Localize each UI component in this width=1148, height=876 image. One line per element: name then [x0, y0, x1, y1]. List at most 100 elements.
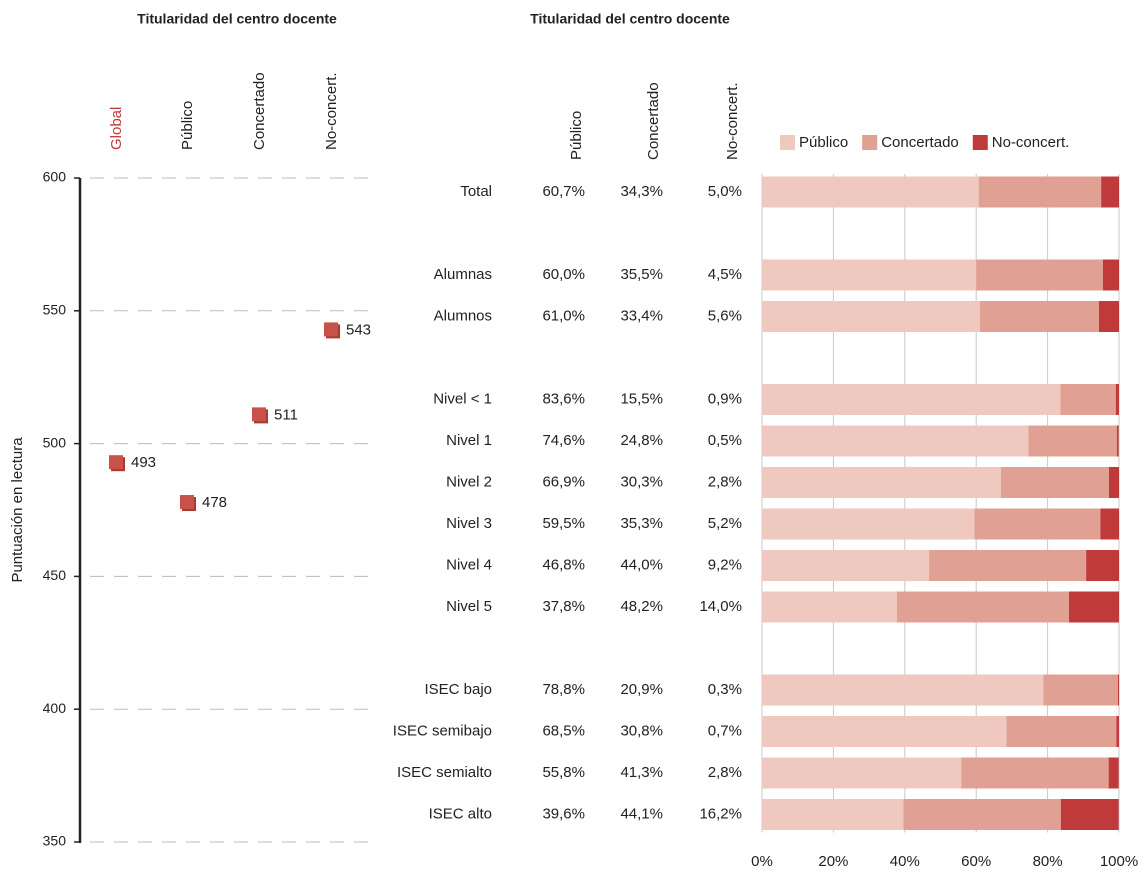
y-tick-label: 600	[43, 169, 67, 185]
value-label: 14,0%	[699, 598, 742, 615]
value-label: 5,0%	[708, 183, 742, 200]
value-label: 9,2%	[708, 556, 742, 573]
value-label: 0,5%	[708, 432, 742, 449]
legend-swatch	[972, 135, 988, 150]
bar-segment	[762, 176, 979, 208]
value-label: 35,3%	[620, 515, 663, 532]
value-label: 44,1%	[620, 805, 663, 822]
column-header: Público	[568, 111, 585, 160]
value-label: 30,8%	[620, 722, 663, 739]
legend-swatch	[780, 135, 795, 150]
bar-segment	[1069, 591, 1119, 623]
bar-segment	[1060, 384, 1116, 415]
value-label: 41,3%	[620, 764, 663, 781]
value-label: 33,4%	[620, 307, 663, 324]
legend-label: No-concert.	[992, 134, 1070, 151]
value-label: 55,8%	[542, 764, 585, 781]
data-label: 543	[346, 321, 371, 338]
x-category-label: No-concert.	[323, 72, 340, 150]
y-tick-label: 350	[43, 833, 67, 849]
x-tick-label: 0%	[751, 853, 773, 870]
bar-segment	[1116, 716, 1119, 747]
value-label: 5,6%	[708, 307, 742, 324]
bar-segment	[978, 176, 1102, 208]
category-label: ISEC semibajo	[393, 722, 492, 739]
value-label: 4,5%	[708, 266, 742, 283]
category-label: Alumnas	[434, 266, 492, 283]
x-category-label: Global	[108, 107, 125, 150]
category-label: Nivel 5	[446, 598, 492, 615]
bar-segment	[762, 674, 1044, 706]
y-tick-label: 400	[43, 700, 67, 716]
y-tick-label: 450	[43, 567, 67, 583]
legend-swatch	[862, 135, 878, 150]
bar-segment	[762, 591, 897, 623]
value-label: 68,5%	[542, 722, 585, 739]
marker	[252, 407, 266, 422]
value-label: 78,8%	[542, 681, 585, 698]
value-label: 39,6%	[542, 805, 585, 822]
bar-segment	[762, 301, 980, 332]
bar-segment	[1108, 757, 1119, 789]
bar-segment	[1117, 674, 1119, 706]
value-label: 46,8%	[542, 556, 585, 573]
value-label: 60,7%	[542, 183, 585, 200]
column-header: Concertado	[645, 82, 662, 160]
left-title: Titularidad del centro docente	[137, 11, 337, 27]
x-tick-label: 80%	[1033, 853, 1063, 870]
marker	[109, 455, 123, 470]
category-label: Total	[460, 183, 492, 200]
bar-segment	[974, 508, 1101, 540]
x-tick-label: 100%	[1100, 853, 1138, 870]
category-label: Nivel < 1	[433, 390, 492, 407]
bar-segment	[762, 467, 1001, 498]
bar-segment	[1116, 425, 1119, 457]
category-label: Alumnos	[434, 307, 492, 324]
y-axis-label: Puntuación en lectura	[9, 437, 26, 583]
value-label: 16,2%	[699, 805, 742, 822]
value-label: 0,9%	[708, 390, 742, 407]
category-label: Nivel 4	[446, 556, 492, 573]
bar-segment	[762, 550, 930, 581]
bar-segment	[762, 259, 977, 291]
bar-segment	[762, 384, 1061, 415]
bar-segment	[979, 301, 1100, 332]
bar-segment	[1101, 176, 1119, 208]
x-category-label: Concertado	[251, 72, 268, 150]
category-label: ISEC semialto	[397, 764, 492, 781]
bar-segment	[1100, 508, 1119, 540]
bar-segment	[896, 591, 1070, 623]
bar-segment	[961, 757, 1109, 789]
legend-label: Concertado	[881, 134, 959, 151]
category-label: Nivel 2	[446, 473, 492, 490]
value-label: 34,3%	[620, 183, 663, 200]
marker	[324, 322, 338, 337]
value-label: 20,9%	[620, 681, 663, 698]
value-label: 83,6%	[542, 390, 585, 407]
value-label: 61,0%	[542, 307, 585, 324]
value-label: 48,2%	[620, 598, 663, 615]
x-tick-label: 60%	[961, 853, 991, 870]
bar-segment	[1006, 716, 1117, 747]
category-label: ISEC alto	[429, 805, 492, 822]
value-label: 30,3%	[620, 473, 663, 490]
category-label: Nivel 3	[446, 515, 492, 532]
bar-segment	[762, 508, 975, 540]
value-label: 0,7%	[708, 722, 742, 739]
value-label: 66,9%	[542, 473, 585, 490]
category-label: ISEC bajo	[424, 681, 492, 698]
bar-segment	[762, 799, 904, 830]
x-category-label: Público	[179, 101, 196, 150]
data-label: 478	[202, 494, 227, 511]
marker	[180, 495, 194, 510]
bar-segment	[903, 799, 1061, 830]
value-label: 35,5%	[620, 266, 663, 283]
bar-segment	[976, 259, 1103, 291]
bar-segment	[929, 550, 1087, 581]
bar-segment	[1060, 799, 1119, 830]
value-label: 5,2%	[708, 515, 742, 532]
bar-segment	[1000, 467, 1110, 498]
value-label: 0,3%	[708, 681, 742, 698]
